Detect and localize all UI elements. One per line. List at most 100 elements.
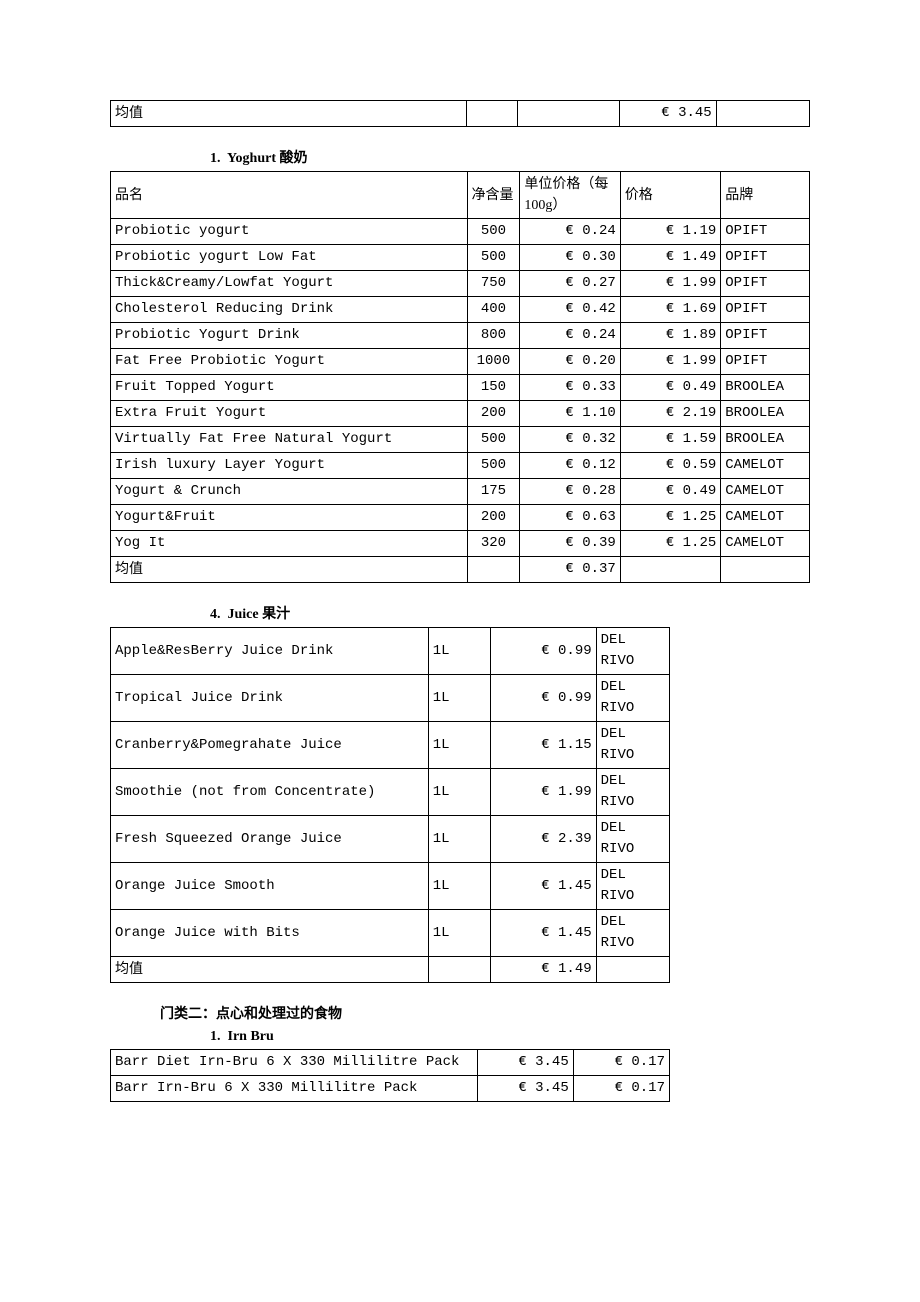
avg-label: 均值 bbox=[111, 101, 467, 127]
cell-price: € 1.99 bbox=[491, 769, 596, 816]
cell-unit: € 0.17 bbox=[573, 1050, 669, 1076]
cell-unit: € 0.63 bbox=[520, 505, 620, 531]
cell-size: 500 bbox=[467, 453, 520, 479]
cell-name: Barr Diet Irn-Bru 6 X 330 Millilitre Pac… bbox=[111, 1050, 478, 1076]
cell-size: 1L bbox=[428, 628, 491, 675]
cell-name: Virtually Fat Free Natural Yogurt bbox=[111, 427, 468, 453]
empty-cell bbox=[620, 557, 720, 583]
table-row: Virtually Fat Free Natural Yogurt500€ 0.… bbox=[111, 427, 810, 453]
cell-brand: CAMELOT bbox=[721, 479, 810, 505]
table-row: 均值 € 3.45 bbox=[111, 101, 810, 127]
cell-size: 1L bbox=[428, 863, 491, 910]
cell-price: € 1.89 bbox=[620, 323, 720, 349]
cell-price: € 2.19 bbox=[620, 401, 720, 427]
table-row: Probiotic yogurt500€ 0.24€ 1.19OPIFT bbox=[111, 219, 810, 245]
irnbru-table: Barr Diet Irn-Bru 6 X 330 Millilitre Pac… bbox=[110, 1049, 670, 1102]
cell-price: € 0.59 bbox=[620, 453, 720, 479]
cell-size: 400 bbox=[467, 297, 520, 323]
cell-name: Irish luxury Layer Yogurt bbox=[111, 453, 468, 479]
cell-price: € 1.49 bbox=[620, 245, 720, 271]
table-row: Apple&ResBerry Juice Drink1L€ 0.99DEL RI… bbox=[111, 628, 670, 675]
cell-name: Cranberry&Pomegrahate Juice bbox=[111, 722, 429, 769]
heading-number: 1. bbox=[210, 1029, 221, 1044]
cell-unit: € 0.24 bbox=[520, 219, 620, 245]
cell-unit: € 0.12 bbox=[520, 453, 620, 479]
empty-cell bbox=[467, 557, 520, 583]
cell-name: Probiotic Yogurt Drink bbox=[111, 323, 468, 349]
table-row: Yogurt & Crunch175€ 0.28€ 0.49CAMELOT bbox=[111, 479, 810, 505]
cell-price: € 0.49 bbox=[620, 375, 720, 401]
cell-unit: € 0.42 bbox=[520, 297, 620, 323]
cell-size: 150 bbox=[467, 375, 520, 401]
cell-name: Yogurt&Fruit bbox=[111, 505, 468, 531]
heading-cn: 酸奶 bbox=[280, 151, 308, 166]
table-row: Probiotic yogurt Low Fat500€ 0.30€ 1.49O… bbox=[111, 245, 810, 271]
cell-name: Probiotic yogurt bbox=[111, 219, 468, 245]
col-name: 品名 bbox=[111, 172, 468, 219]
cell-size: 1L bbox=[428, 769, 491, 816]
cell-name: Thick&Creamy/Lowfat Yogurt bbox=[111, 271, 468, 297]
cell-price: € 1.45 bbox=[491, 910, 596, 957]
cell-price: € 1.99 bbox=[620, 271, 720, 297]
cell-brand: DEL RIVO bbox=[596, 675, 669, 722]
cell-brand: CAMELOT bbox=[721, 531, 810, 557]
cell-unit: € 0.24 bbox=[520, 323, 620, 349]
cell-size: 500 bbox=[467, 427, 520, 453]
avg-label: 均值 bbox=[111, 557, 468, 583]
table-row: Yogurt&Fruit200€ 0.63€ 1.25CAMELOT bbox=[111, 505, 810, 531]
heading-number: 1. bbox=[210, 151, 221, 166]
top-summary-table: 均值 € 3.45 bbox=[110, 100, 810, 127]
cell-name: Fruit Topped Yogurt bbox=[111, 375, 468, 401]
cell-size: 320 bbox=[467, 531, 520, 557]
cell-brand: DEL RIVO bbox=[596, 910, 669, 957]
table-row: Cholesterol Reducing Drink400€ 0.42€ 1.6… bbox=[111, 297, 810, 323]
cell-name: Fresh Squeezed Orange Juice bbox=[111, 816, 429, 863]
cell-size: 1000 bbox=[467, 349, 520, 375]
cell-price: € 0.99 bbox=[491, 628, 596, 675]
cell-brand: OPIFT bbox=[721, 271, 810, 297]
cell-name: Tropical Juice Drink bbox=[111, 675, 429, 722]
cell-size: 175 bbox=[467, 479, 520, 505]
cell-unit: € 0.32 bbox=[520, 427, 620, 453]
table-avg-row: 均值 € 0.37 bbox=[111, 557, 810, 583]
cell-size: 1L bbox=[428, 722, 491, 769]
cell-price: € 1.69 bbox=[620, 297, 720, 323]
cell-unit: € 0.39 bbox=[520, 531, 620, 557]
cell-price: € 0.49 bbox=[620, 479, 720, 505]
cell-brand: CAMELOT bbox=[721, 453, 810, 479]
avg-value: € 0.37 bbox=[520, 557, 620, 583]
table-row: Cranberry&Pomegrahate Juice1L€ 1.15DEL R… bbox=[111, 722, 670, 769]
table-row: Tropical Juice Drink1L€ 0.99DEL RIVO bbox=[111, 675, 670, 722]
heading-en: Yoghurt bbox=[227, 151, 276, 166]
cell-brand: DEL RIVO bbox=[596, 863, 669, 910]
category-heading: 门类二：点心和处理过的食物 bbox=[160, 1003, 810, 1023]
col-unit: 单位价格（每100g） bbox=[520, 172, 620, 219]
cell-name: Yog It bbox=[111, 531, 468, 557]
section-heading-yoghurt: 1. Yoghurt 酸奶 bbox=[210, 147, 810, 167]
heading-cn: 果汁 bbox=[262, 607, 290, 622]
cell-name: Smoothie (not from Concentrate) bbox=[111, 769, 429, 816]
cell-size: 1L bbox=[428, 910, 491, 957]
cell-brand: BROOLEA bbox=[721, 401, 810, 427]
empty-cell bbox=[517, 101, 620, 127]
col-brand: 品牌 bbox=[721, 172, 810, 219]
cell-brand: OPIFT bbox=[721, 219, 810, 245]
avg-label: 均值 bbox=[111, 957, 429, 983]
table-row: Orange Juice Smooth1L€ 1.45DEL RIVO bbox=[111, 863, 670, 910]
table-row: Thick&Creamy/Lowfat Yogurt750€ 0.27€ 1.9… bbox=[111, 271, 810, 297]
cell-brand: DEL RIVO bbox=[596, 769, 669, 816]
cell-name: Orange Juice with Bits bbox=[111, 910, 429, 957]
table-row: Probiotic Yogurt Drink800€ 0.24€ 1.89OPI… bbox=[111, 323, 810, 349]
cell-price: € 1.15 bbox=[491, 722, 596, 769]
cell-size: 500 bbox=[467, 219, 520, 245]
table-row: Smoothie (not from Concentrate)1L€ 1.99D… bbox=[111, 769, 670, 816]
cell-name: Fat Free Probiotic Yogurt bbox=[111, 349, 468, 375]
cell-name: Orange Juice Smooth bbox=[111, 863, 429, 910]
cell-brand: OPIFT bbox=[721, 349, 810, 375]
cell-brand: DEL RIVO bbox=[596, 722, 669, 769]
cell-unit: € 1.10 bbox=[520, 401, 620, 427]
cell-unit: € 0.33 bbox=[520, 375, 620, 401]
cell-price: € 1.99 bbox=[620, 349, 720, 375]
cell-size: 200 bbox=[467, 505, 520, 531]
cell-size: 1L bbox=[428, 675, 491, 722]
